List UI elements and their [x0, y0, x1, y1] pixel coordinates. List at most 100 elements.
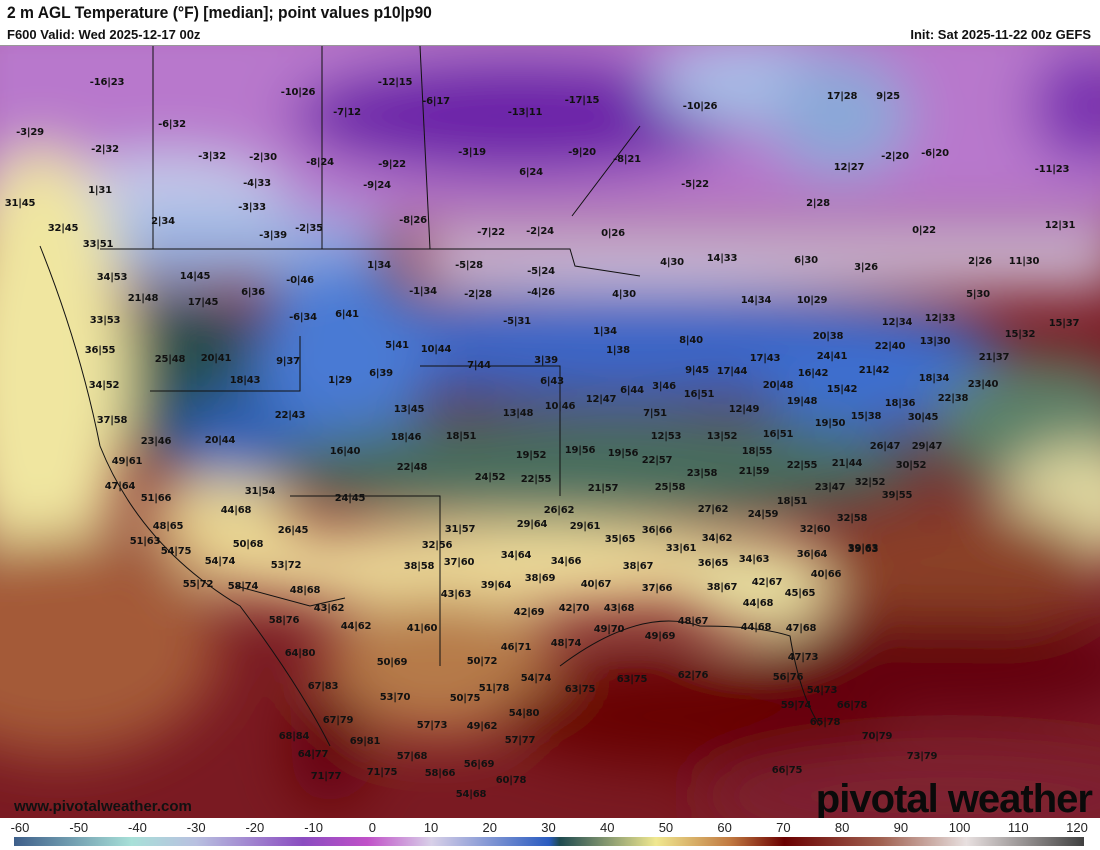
point-value-label: 17|45 [187, 297, 219, 308]
point-value-label: 10|44 [420, 344, 452, 355]
point-value-label: 21|42 [858, 365, 890, 376]
point-value-label: -2|35 [295, 223, 323, 234]
point-value-label: -12|15 [377, 77, 413, 88]
point-value-label: 25|58 [654, 482, 686, 493]
point-value-label: 54|74 [204, 556, 236, 567]
point-value-label: 50|75 [449, 693, 481, 704]
point-value-label: 54|68 [455, 789, 487, 800]
point-value-label: 20|41 [200, 353, 232, 364]
point-value-label: 51|66 [140, 493, 172, 504]
point-value-label: -6|32 [158, 119, 186, 130]
point-value-label: 4|30 [612, 289, 636, 300]
point-value-label: 1|34 [367, 260, 391, 271]
point-value-label: 24|41 [816, 351, 848, 362]
point-value-label: 48|74 [550, 638, 582, 649]
point-value-label: 1|29 [328, 375, 352, 386]
point-value-label: 27|62 [697, 504, 729, 515]
point-value-label: 12|47 [585, 394, 617, 405]
point-value-label: 23|40 [967, 379, 999, 390]
colorbar-tick-label: -20 [245, 820, 265, 835]
point-value-label: -3|19 [458, 147, 486, 158]
point-value-label: 30|52 [895, 460, 927, 471]
point-value-label: 6|43 [540, 376, 564, 387]
point-value-label: 57|73 [416, 720, 448, 731]
point-value-label: -9|24 [363, 180, 391, 191]
point-value-label: 73|79 [906, 751, 938, 762]
point-value-label: 38|58 [403, 561, 435, 572]
point-value-label: -9|22 [378, 159, 406, 170]
point-value-label: 12|33 [924, 313, 956, 324]
point-value-label: 18|55 [741, 446, 773, 457]
point-value-label: 14|45 [179, 271, 211, 282]
point-value-label: 71|75 [366, 767, 398, 778]
point-value-label: 16|51 [683, 389, 715, 400]
point-value-label: 22|55 [520, 474, 552, 485]
point-value-label: 7|44 [467, 360, 491, 371]
point-value-label: -5|24 [527, 266, 555, 277]
point-value-label: 29|64 [516, 519, 548, 530]
point-value-label: -2|32 [91, 144, 119, 155]
point-value-label: 15|37 [1048, 318, 1080, 329]
point-value-label: 64|80 [284, 648, 316, 659]
point-value-label: 16|51 [762, 429, 794, 440]
colorbar-tick-label: 10 [423, 820, 439, 835]
point-value-label: 19|52 [515, 450, 547, 461]
point-value-label: 1|31 [88, 185, 112, 196]
point-value-label: 58|74 [227, 581, 259, 592]
point-value-label: 43|63 [440, 589, 472, 600]
point-value-label: 5|30 [966, 289, 990, 300]
point-value-label: -1|34 [409, 286, 437, 297]
temperature-map[interactable]: -16|23 -10|26 -7|12 -3|29 -6|32 -2|32 -3|32 -2|… [0, 45, 1100, 820]
point-value-label: 56|76 [772, 672, 804, 683]
point-value-label: 19|56 [564, 445, 596, 456]
point-value-label: 48|65 [152, 521, 184, 532]
point-value-label: 26|47 [869, 441, 901, 452]
point-value-label: 37|60 [443, 557, 475, 568]
point-value-label: 70|79 [861, 731, 893, 742]
point-value-label: 19|56 [607, 448, 639, 459]
point-value-label: 17|44 [716, 366, 748, 377]
point-value-label: 22|43 [274, 410, 306, 421]
point-value-label: 20|44 [204, 435, 236, 446]
point-value-label: 44|68 [220, 505, 252, 516]
point-value-label: 17|43 [749, 353, 781, 364]
point-value-label: 38|69 [524, 573, 556, 584]
point-value-label: 48|68 [289, 585, 321, 596]
point-value-label: 34|52 [88, 380, 120, 391]
point-value-label: -6|17 [422, 96, 450, 107]
point-value-label: 66|75 [771, 765, 803, 776]
point-value-label: 22|55 [786, 460, 818, 471]
point-value-label: 11|30 [1008, 256, 1040, 267]
pivotal-weather-logo: pivotal weather [815, 777, 1093, 820]
point-value-label: 3|46 [652, 381, 676, 392]
point-value-label: 51|78 [478, 683, 510, 694]
point-value-label: 18|36 [884, 398, 916, 409]
point-value-label: -4|26 [527, 287, 555, 298]
point-value-label: 29|47 [911, 441, 943, 452]
valid-time: F600 Valid: Wed 2025-12-17 00z [7, 27, 201, 42]
point-value-label: 20|38 [812, 331, 844, 342]
point-value-label: 9|37 [276, 356, 300, 367]
point-value-label: 12|31 [1044, 220, 1076, 231]
point-value-label: -2|24 [526, 226, 554, 237]
boundaries [39, 46, 821, 747]
point-value-label: 12|27 [833, 162, 865, 173]
point-value-label: 33|53 [89, 315, 121, 326]
point-value-label: 47|73 [787, 652, 819, 663]
point-value-label: 36|55 [84, 345, 116, 356]
point-value-label: 13|48 [502, 408, 534, 419]
point-value-label: 22|57 [641, 455, 673, 466]
point-value-label: -6|20 [921, 148, 949, 159]
point-value-label: 50|69 [376, 657, 408, 668]
point-value-label: 38|67 [622, 561, 654, 572]
point-value-label: 12|34 [881, 317, 913, 328]
point-value-label: 3|39 [534, 355, 558, 366]
point-value-label: 16|40 [329, 446, 361, 457]
point-value-label: 65|78 [809, 717, 841, 728]
point-value-label: 31|57 [444, 524, 476, 535]
point-value-label: 26|45 [277, 525, 309, 536]
point-value-label: -3|32 [198, 151, 226, 162]
point-value-label: 21|37 [978, 352, 1010, 363]
point-value-label: 36|64 [796, 549, 828, 560]
point-value-label: -2|30 [249, 152, 277, 163]
